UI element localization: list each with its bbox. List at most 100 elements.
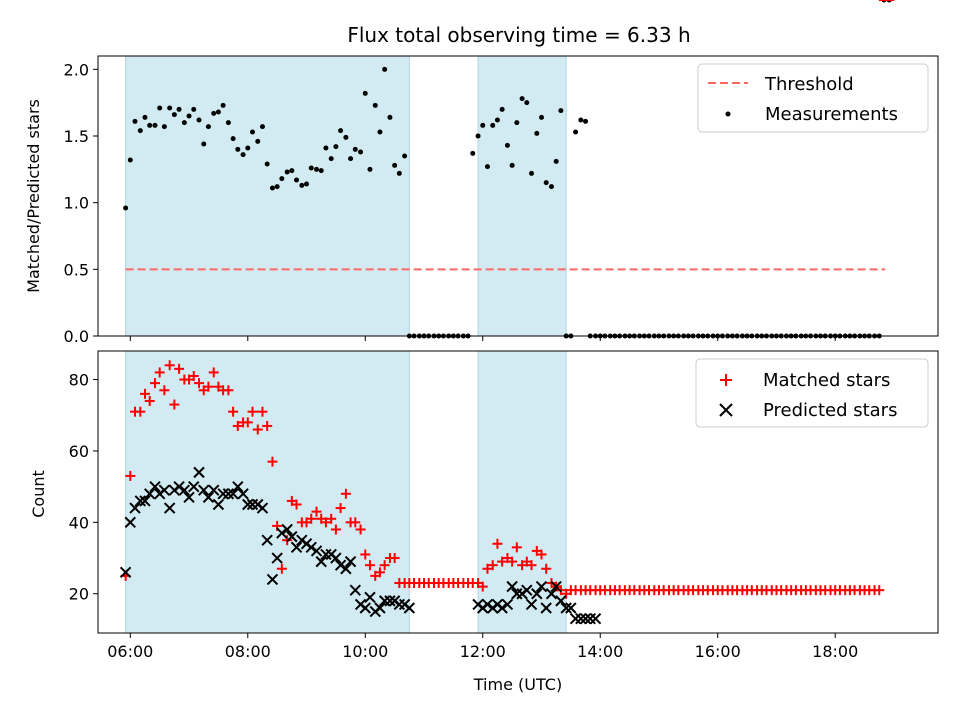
measurement-point — [274, 184, 280, 190]
measurement-point — [230, 136, 236, 142]
top-panel: 0.00.51.01.52.0 Matched/Predicted stars … — [24, 0, 939, 346]
matched-star-point — [311, 506, 322, 517]
legend-threshold-label: Threshold — [764, 74, 854, 95]
predicted-star-point — [525, 598, 538, 611]
predicted-star-stroke-b — [222, 488, 235, 500]
top-shaded-span-1 — [478, 56, 567, 336]
predicted-star-stroke-b — [340, 563, 352, 575]
matched-star-point — [203, 381, 214, 392]
matched-star-point — [228, 406, 239, 417]
matched-star-point — [874, 585, 885, 596]
measurement-point — [553, 158, 559, 164]
top-y-tick-label: 0.5 — [64, 260, 89, 279]
top-y-tick-label: 1.0 — [64, 194, 89, 213]
matched-star-point — [139, 388, 150, 399]
predicted-star-stroke-b — [506, 580, 518, 593]
matched-star-point — [507, 556, 518, 567]
matched-star-point — [379, 560, 390, 571]
matched-star-point — [174, 363, 185, 374]
measurement-point — [475, 133, 481, 139]
measurement-point — [147, 122, 153, 128]
matched-star-point — [135, 406, 146, 417]
predicted-star-point — [271, 552, 283, 564]
legend-predicted-swatch — [719, 403, 733, 417]
bottom-x-axis-ticks: 06:00 08:00 10:00 12:00 14:00 16:00 18:00 — [107, 633, 858, 661]
bottom-legend: Matched stars Predicted stars — [695, 358, 929, 428]
predicted-star-stroke-b — [330, 552, 342, 564]
predicted-star-point — [555, 595, 567, 607]
matched-star-point — [326, 513, 337, 524]
measurement-point — [543, 180, 549, 186]
measurement-point — [348, 156, 354, 162]
predicted-star-point — [163, 502, 176, 514]
predicted-star-stroke-b — [119, 566, 132, 579]
predicted-star-stroke-b — [565, 602, 577, 614]
predicted-star-point — [340, 563, 352, 575]
predicted-star-point — [481, 598, 494, 611]
measurement-point — [318, 168, 324, 174]
top-y-tick-label: 1.5 — [64, 127, 89, 146]
measurement-point — [514, 120, 520, 126]
bottom-legend-box — [695, 358, 929, 428]
predicted-stars-points — [119, 466, 602, 625]
matched-star-point — [364, 560, 375, 571]
predicted-star-point — [506, 580, 518, 593]
predicted-star-point — [286, 530, 298, 543]
predicted-star-point — [359, 602, 371, 614]
predicted-star-point — [521, 584, 533, 596]
measurement-point — [343, 134, 349, 140]
matched-star-point — [350, 517, 361, 528]
bottom-shaded-span-0 — [125, 351, 410, 633]
x-tick-label: 08:00 — [225, 642, 271, 661]
measurement-point — [470, 150, 476, 156]
measurement-point — [152, 122, 158, 128]
predicted-star-point — [579, 613, 592, 625]
matched-star-point — [169, 399, 180, 410]
matched-star-point — [320, 517, 331, 528]
measurement-point — [382, 66, 388, 72]
measurement-point — [484, 164, 490, 170]
predicted-star-point — [227, 488, 239, 500]
measurement-point — [358, 149, 364, 155]
predicted-star-point — [310, 545, 323, 557]
predicted-star-stroke-b — [384, 595, 396, 607]
predicted-star-stroke-b — [560, 602, 572, 614]
measurement-point — [308, 165, 314, 171]
matched-star-point — [497, 556, 508, 567]
matched-star-point — [232, 420, 243, 431]
measurement-point — [392, 162, 398, 168]
predicted-star-stroke-b — [305, 541, 317, 554]
measurement-point — [127, 157, 133, 163]
measurement-point — [578, 117, 584, 123]
predicted-star-point — [535, 580, 548, 593]
predicted-star-stroke-b — [124, 516, 137, 529]
x-tick-label: 14:00 — [577, 642, 623, 661]
matched-star-point — [159, 385, 170, 396]
predicted-star-stroke-b — [202, 491, 215, 504]
measurement-point — [225, 120, 231, 126]
predicted-star-point — [315, 555, 327, 568]
measurement-point — [245, 145, 251, 151]
measurement-point — [171, 112, 177, 118]
predicted-star-point — [266, 573, 279, 586]
predicted-star-stroke-b — [212, 498, 225, 511]
predicted-star-point — [496, 602, 508, 614]
predicted-star-point — [575, 613, 587, 625]
measurement-point — [123, 205, 129, 211]
predicted-star-stroke-b — [242, 498, 254, 511]
predicted-star-point — [183, 491, 195, 504]
bottom-y-tick-label: 20 — [69, 585, 89, 604]
matched-star-point — [257, 406, 268, 417]
measurement-point — [181, 120, 187, 126]
measurement-point — [211, 110, 217, 116]
top-y-axis-label: Matched/Predicted stars — [24, 99, 43, 293]
measurement-point — [362, 90, 368, 96]
measurement-point — [279, 176, 285, 182]
measurement-point — [249, 129, 255, 135]
legend-measurements-label: Measurements — [765, 104, 898, 125]
matched-stars-points — [120, 0, 895, 599]
predicted-star-stroke-b — [521, 584, 533, 596]
predicted-star-point — [531, 588, 543, 600]
measurement-point — [583, 118, 589, 124]
